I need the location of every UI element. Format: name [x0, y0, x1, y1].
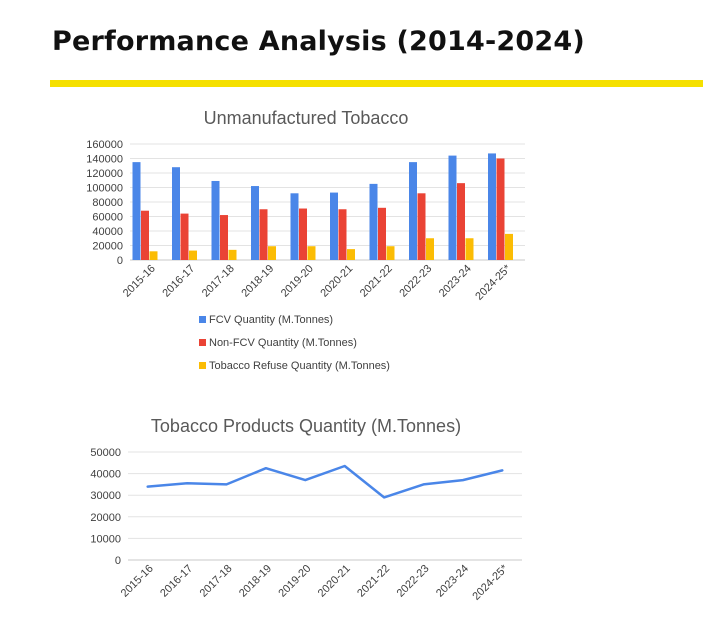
chart1-ytick-label: 60000	[92, 212, 123, 224]
chart2-xtick-label: 2018-19	[237, 563, 274, 600]
chart1-ytick-label: 140000	[86, 154, 123, 166]
chart2-title: Tobacco Products Quantity (M.Tonnes)	[151, 416, 461, 436]
chart2-xtick-label: 2016-17	[158, 563, 195, 600]
chart1-bar	[220, 215, 228, 260]
chart1-bar	[330, 192, 338, 260]
chart1-legend-swatch	[199, 362, 206, 369]
chart1-bar	[259, 209, 268, 260]
chart1-bar	[132, 162, 141, 260]
chart2-series-line	[146, 464, 504, 499]
chart1-xtick-label: 2021-22	[358, 263, 395, 300]
chart1-bar	[347, 249, 355, 260]
chart1-bar	[505, 233, 513, 260]
chart1-bar	[141, 210, 149, 260]
chart2-xtick-label: 2020-21	[316, 563, 353, 600]
chart2-xtick-label: 2022-23	[395, 563, 432, 600]
chart1-xtick-label: 2019-20	[279, 263, 316, 300]
page-title: Performance Analysis (2014-2024)	[52, 26, 585, 57]
chart1-bar	[251, 186, 259, 260]
chart1-bar	[426, 238, 434, 260]
chart1-bar	[448, 155, 457, 260]
chart1-title: Unmanufactured Tobacco	[204, 108, 409, 128]
chart1-bar	[172, 167, 180, 260]
chart2-ytick-label: 50000	[90, 447, 121, 459]
chart1-ytick-label: 80000	[92, 197, 123, 209]
chart2-xtick-label: 2015-16	[119, 563, 156, 600]
chart2-ytick-label: 20000	[90, 512, 121, 524]
chart2-ytick-label: 30000	[90, 490, 121, 502]
chart1-bar	[228, 249, 237, 260]
chart1-ytick-label: 0	[117, 255, 123, 267]
chart2-xtick-label: 2017-18	[198, 563, 235, 600]
chart1-bar	[149, 251, 158, 260]
chart1-bar	[189, 250, 197, 260]
chart2-xtick-label: 2024-25*	[470, 562, 511, 603]
chart1-xtick-label: 2020-21	[318, 263, 355, 300]
chart1-ytick-label: 160000	[86, 139, 123, 151]
chart1-xtick-label: 2022-23	[397, 263, 434, 300]
chart1-bar	[378, 207, 386, 260]
chart1-bar	[417, 193, 426, 260]
chart1-xtick-label: 2023-24	[437, 263, 474, 300]
chart1-legend-label: Tobacco Refuse Quantity (M.Tonnes)	[209, 360, 390, 372]
chart1-bar	[465, 238, 474, 260]
chart1-xtick-label: 2018-19	[239, 263, 276, 300]
chart1-bar	[299, 208, 307, 260]
chart1-ytick-label: 40000	[92, 226, 123, 238]
chart1-ytick-label: 100000	[86, 183, 123, 195]
chart1-bar	[180, 213, 189, 260]
chart1-ytick-label: 20000	[92, 241, 123, 253]
chart2-ytick-label: 0	[115, 555, 121, 567]
chart1-bar	[409, 162, 417, 260]
chart1-bar	[307, 246, 316, 260]
chart1-legend-label: FCV Quantity (M.Tonnes)	[209, 314, 333, 326]
chart1-bar	[496, 158, 505, 260]
chart1-legend-swatch	[199, 316, 206, 323]
chart1-bar	[268, 246, 276, 260]
chart2-ytick-label: 10000	[90, 533, 121, 545]
chart1-ytick-label: 120000	[86, 168, 123, 180]
chart1-bar	[369, 183, 378, 260]
chart1-bar	[488, 153, 496, 260]
chart1-bar	[457, 183, 465, 260]
chart1-bar	[386, 246, 395, 260]
chart2-xtick-label: 2021-22	[355, 563, 392, 600]
chart1-bar	[338, 209, 347, 260]
chart2-ytick-label: 40000	[90, 469, 121, 481]
chart1-bar	[211, 180, 220, 260]
chart1-xtick-label: 2017-18	[200, 263, 237, 300]
chart1-legend-label: Non-FCV Quantity (M.Tonnes)	[209, 337, 357, 349]
chart1-legend-swatch	[199, 339, 206, 346]
chart2-xtick-label: 2023-24	[434, 563, 471, 600]
chart1-xtick-label: 2024-25*	[473, 262, 514, 303]
chart1-xtick-label: 2016-17	[160, 263, 197, 300]
chart2-xtick-label: 2019-20	[276, 563, 313, 600]
title-underline	[50, 80, 703, 87]
chart1-bar	[290, 193, 299, 260]
chart1-xtick-label: 2015-16	[121, 263, 158, 300]
